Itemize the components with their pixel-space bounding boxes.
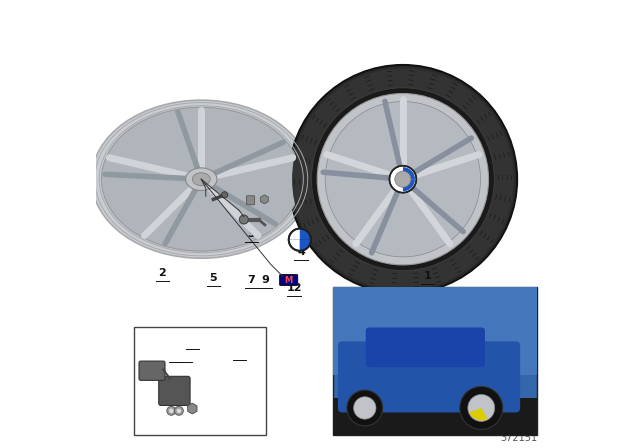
Text: 3: 3 xyxy=(248,229,255,239)
FancyBboxPatch shape xyxy=(246,196,255,205)
Ellipse shape xyxy=(289,228,311,251)
Ellipse shape xyxy=(101,107,301,251)
Bar xyxy=(333,287,538,375)
Wedge shape xyxy=(403,179,415,191)
Text: M: M xyxy=(285,276,292,284)
FancyBboxPatch shape xyxy=(338,341,520,413)
Wedge shape xyxy=(391,179,403,191)
Ellipse shape xyxy=(312,88,494,271)
Text: 11: 11 xyxy=(184,336,200,346)
FancyBboxPatch shape xyxy=(280,275,298,285)
Wedge shape xyxy=(300,240,310,250)
Ellipse shape xyxy=(325,102,481,257)
Text: 1: 1 xyxy=(424,271,431,280)
FancyBboxPatch shape xyxy=(159,376,190,405)
Ellipse shape xyxy=(292,69,514,290)
Wedge shape xyxy=(290,240,300,250)
Circle shape xyxy=(347,390,383,426)
Circle shape xyxy=(221,192,228,198)
Text: 8: 8 xyxy=(172,349,180,359)
Ellipse shape xyxy=(395,171,411,187)
Polygon shape xyxy=(188,403,197,414)
Ellipse shape xyxy=(317,94,488,265)
Circle shape xyxy=(460,387,503,430)
Circle shape xyxy=(239,215,248,224)
FancyBboxPatch shape xyxy=(365,327,485,367)
Polygon shape xyxy=(260,195,268,204)
Circle shape xyxy=(167,406,176,415)
Text: 2: 2 xyxy=(159,268,166,278)
Text: 10: 10 xyxy=(178,349,193,359)
Circle shape xyxy=(468,395,495,422)
Ellipse shape xyxy=(186,168,217,190)
Bar xyxy=(134,327,266,435)
Text: 7: 7 xyxy=(248,275,255,285)
Ellipse shape xyxy=(92,100,311,258)
Bar xyxy=(333,287,538,435)
Wedge shape xyxy=(300,229,310,240)
FancyBboxPatch shape xyxy=(139,361,165,380)
Text: 4: 4 xyxy=(297,247,305,257)
Text: 372151: 372151 xyxy=(500,433,538,443)
Ellipse shape xyxy=(389,166,417,193)
Text: 9: 9 xyxy=(261,275,269,285)
Circle shape xyxy=(169,409,173,413)
Text: 12: 12 xyxy=(286,283,302,293)
Circle shape xyxy=(177,409,181,413)
Circle shape xyxy=(354,397,376,419)
Wedge shape xyxy=(391,167,403,179)
Wedge shape xyxy=(470,408,488,421)
Text: 6: 6 xyxy=(236,347,243,357)
Circle shape xyxy=(174,406,184,415)
Bar xyxy=(333,398,538,435)
Ellipse shape xyxy=(289,65,517,293)
Wedge shape xyxy=(403,167,415,179)
Ellipse shape xyxy=(193,173,211,185)
Text: 5: 5 xyxy=(209,273,217,283)
Wedge shape xyxy=(290,229,300,240)
